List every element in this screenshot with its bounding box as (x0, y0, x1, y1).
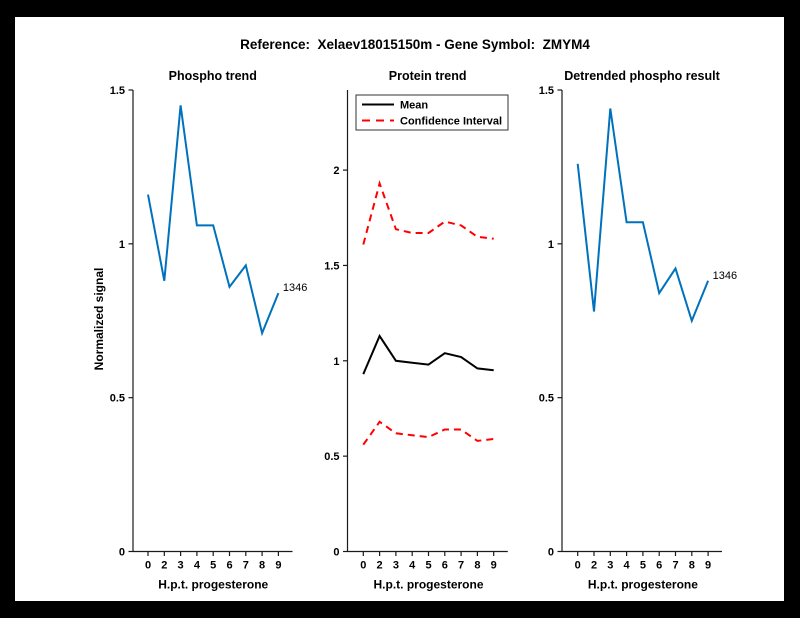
y-tick-label: 0.5 (539, 393, 554, 405)
x-tick-label: 2 (377, 560, 383, 572)
x-tick-label: 0 (575, 560, 581, 572)
x-tick-label: 4 (624, 560, 631, 572)
endpoint-label: 1346 (713, 270, 737, 282)
x-tick-label: 7 (243, 560, 249, 572)
x-tick-label: 0 (360, 560, 366, 572)
x-tick-label: 8 (474, 560, 480, 572)
x-tick-label: 9 (705, 560, 711, 572)
y-tick-label: 1 (548, 239, 554, 251)
x-tick-label: 3 (178, 560, 184, 572)
x-tick-label: 2 (591, 560, 597, 572)
y-tick-label: 1.5 (324, 260, 339, 272)
x-tick-label: 9 (491, 560, 497, 572)
chart-title: Detrended phospho result (564, 69, 720, 83)
series-line (147, 105, 280, 337)
x-tick-label: 3 (607, 560, 613, 572)
series-line (362, 333, 494, 375)
x-tick-label: 7 (672, 560, 678, 572)
y-tick-label: 1.5 (539, 85, 554, 97)
x-tick-label: 4 (409, 560, 416, 572)
endpoint-label: 1346 (283, 282, 307, 294)
x-tick-label: 9 (275, 560, 281, 572)
y-tick-label: 1 (119, 239, 125, 251)
x-axis-label: H.p.t. progesterone (158, 578, 268, 592)
x-tick-label: 2 (161, 560, 167, 572)
chart-title: Phospho trend (169, 69, 257, 83)
x-tick-label: 6 (226, 560, 232, 572)
y-axis-label: Normalized signal (92, 268, 106, 371)
x-tick-label: 3 (393, 560, 399, 572)
x-tick-label: 8 (689, 560, 695, 572)
y-tick-label: 0.5 (110, 393, 125, 405)
x-tick-label: 5 (425, 560, 431, 572)
series-line (362, 180, 494, 245)
x-tick-label: 5 (640, 560, 646, 572)
x-tick-label: 7 (458, 560, 464, 572)
y-tick-label: 0.5 (324, 451, 339, 463)
figure-canvas: Reference: Xelaev18015150m - Gene Symbol… (15, 17, 784, 601)
y-tick-label: 2 (333, 165, 339, 177)
x-tick-label: 8 (259, 560, 265, 572)
x-axis-label: H.p.t. progesterone (373, 578, 483, 592)
x-axis-label: H.p.t. progesterone (588, 578, 698, 592)
y-tick-label: 1.5 (110, 85, 125, 97)
x-tick-label: 4 (194, 560, 201, 572)
legend-box (355, 94, 509, 131)
legend-label: Mean (400, 100, 428, 112)
y-tick-label: 1 (333, 356, 339, 368)
x-tick-label: 6 (656, 560, 662, 572)
series-line (576, 108, 710, 324)
x-tick-label: 6 (442, 560, 448, 572)
y-tick-label: 0 (548, 547, 554, 559)
legend-label: Confidence Interval (400, 116, 502, 128)
y-tick-label: 0 (333, 547, 339, 559)
x-tick-label: 0 (145, 560, 151, 572)
x-tick-label: 5 (210, 560, 216, 572)
y-tick-label: 0 (119, 547, 125, 559)
figure-title: Reference: Xelaev18015150m - Gene Symbol… (240, 37, 590, 52)
series-line (362, 420, 494, 446)
chart-title: Protein trend (389, 69, 467, 83)
